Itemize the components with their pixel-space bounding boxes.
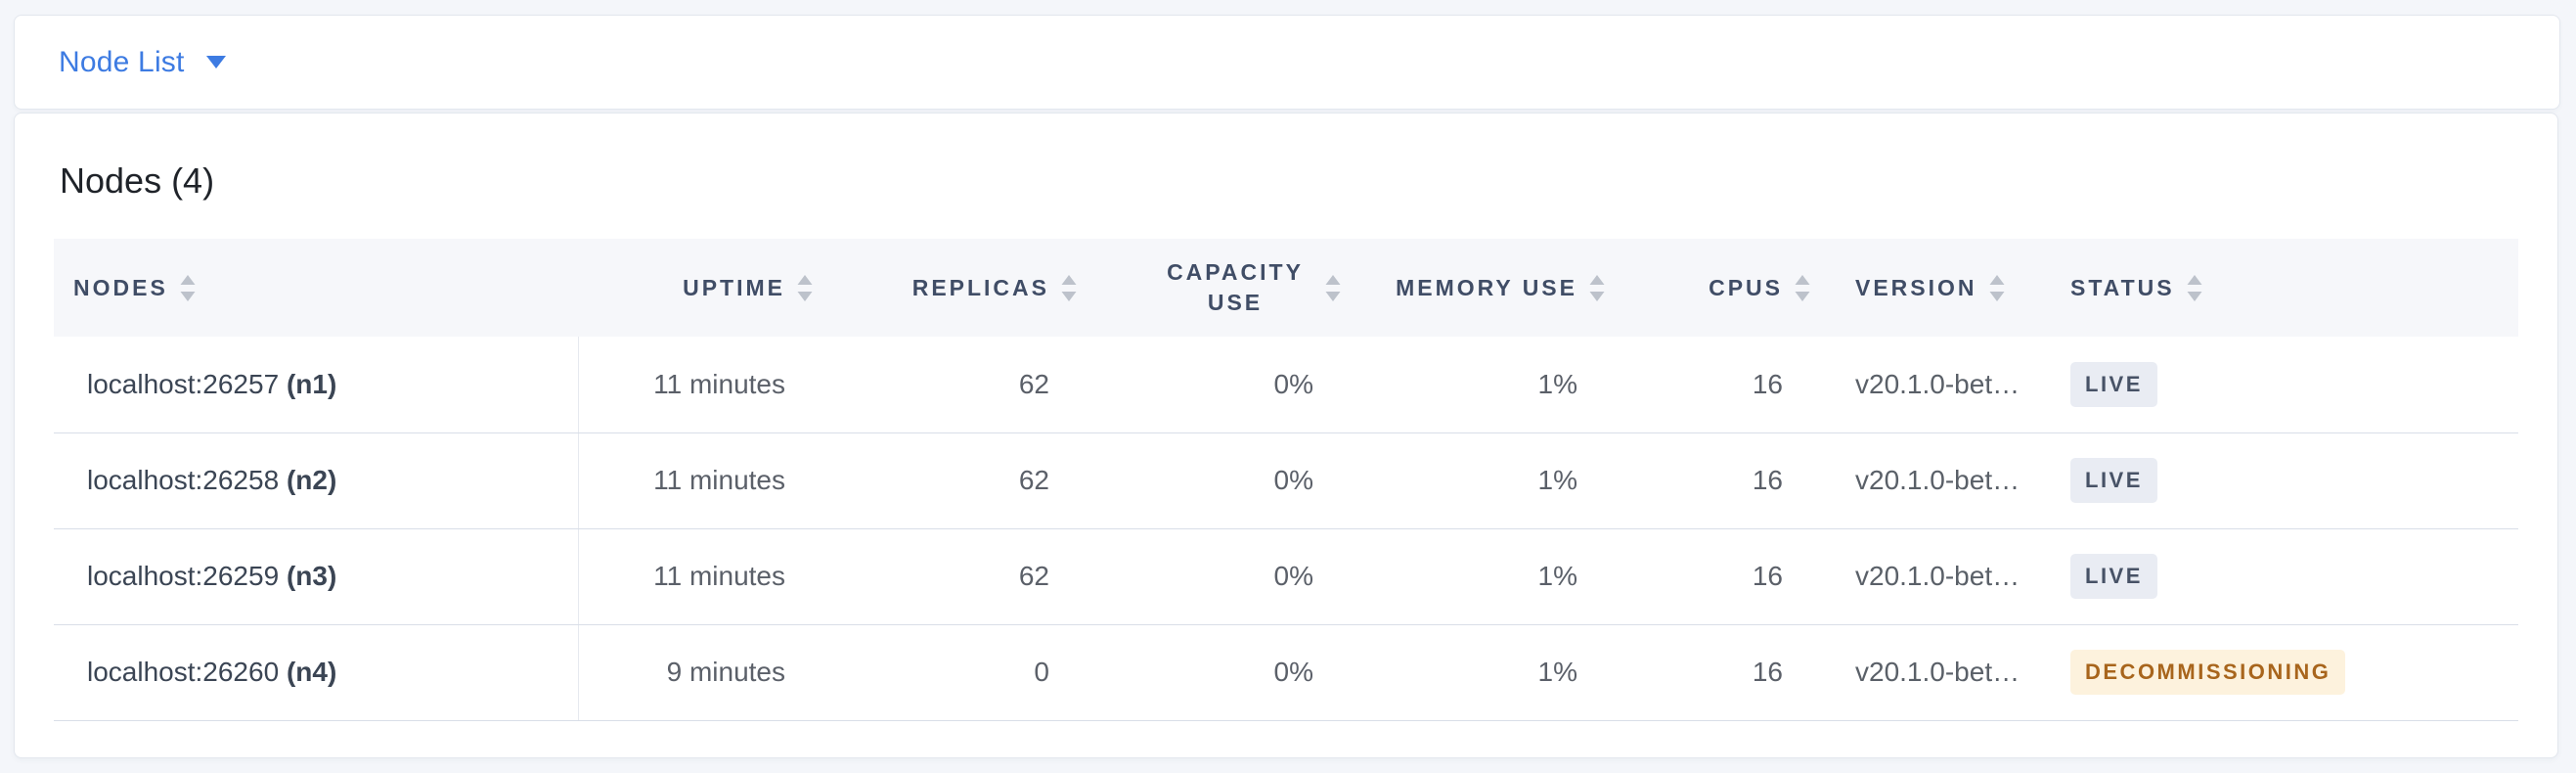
capacity-use-cell: 0% bbox=[1077, 624, 1341, 721]
node-address-cell: localhost:26259 (n3) bbox=[54, 528, 579, 625]
memory-use-cell: 1% bbox=[1341, 337, 1605, 433]
cpus-cell: 16 bbox=[1605, 432, 1810, 529]
status-badge: LIVE bbox=[2070, 554, 2157, 599]
table-header-row: Nodes Uptime Replicas bbox=[54, 239, 2518, 337]
replicas-cell: 62 bbox=[813, 528, 1077, 625]
column-header-memory-use[interactable]: Memory Use bbox=[1341, 239, 1605, 337]
nodes-summary-card: Nodes (4) Nodes Uptime bbox=[14, 113, 2558, 758]
status-cell: LIVE bbox=[2055, 432, 2518, 529]
sort-icon bbox=[1795, 274, 1810, 301]
node-address: localhost:26259 bbox=[87, 561, 280, 591]
uptime-cell: 11 minutes bbox=[578, 432, 813, 529]
status-badge: LIVE bbox=[2070, 458, 2157, 503]
node-id: (n2) bbox=[286, 465, 337, 495]
sort-icon bbox=[1325, 274, 1341, 301]
version-cell: v20.1.0-bet… bbox=[1810, 337, 2055, 433]
capacity-use-cell: 0% bbox=[1077, 528, 1341, 625]
table-body: localhost:26257 (n1) 11 minutes 62 0% 1%… bbox=[54, 337, 2518, 721]
version-cell: v20.1.0-bet… bbox=[1810, 624, 2055, 721]
column-label: Version bbox=[1855, 274, 1977, 300]
node-address: localhost:26257 bbox=[87, 368, 280, 399]
node-list-dropdown-label[interactable]: Node List bbox=[59, 45, 185, 78]
column-header-version[interactable]: Version bbox=[1810, 239, 2055, 337]
column-header-status[interactable]: Status bbox=[2055, 239, 2518, 337]
node-id: (n3) bbox=[286, 561, 337, 591]
sort-icon bbox=[797, 274, 813, 301]
column-header-cpus[interactable]: CPUs bbox=[1605, 239, 1810, 337]
sort-icon bbox=[1061, 274, 1077, 301]
column-label: Uptime bbox=[683, 274, 785, 300]
table-header: Nodes Uptime Replicas bbox=[54, 239, 2518, 337]
table-row: localhost:26259 (n3) 11 minutes 62 0% 1%… bbox=[54, 528, 2518, 625]
table-row: localhost:26258 (n2) 11 minutes 62 0% 1%… bbox=[54, 432, 2518, 529]
replicas-cell: 62 bbox=[813, 432, 1077, 529]
status-badge: LIVE bbox=[2070, 361, 2157, 407]
column-label: Status bbox=[2070, 274, 2175, 300]
version-cell: v20.1.0-bet… bbox=[1810, 528, 2055, 625]
node-id: (n1) bbox=[286, 368, 337, 399]
version-cell: v20.1.0-bet… bbox=[1810, 432, 2055, 529]
node-address-cell: localhost:26257 (n1) bbox=[54, 337, 579, 433]
uptime-cell: 11 minutes bbox=[578, 337, 813, 433]
column-label: Memory Use bbox=[1396, 274, 1577, 300]
column-header-capacity-use[interactable]: Capacity Use bbox=[1077, 239, 1341, 337]
cpus-cell: 16 bbox=[1605, 337, 1810, 433]
table-row: localhost:26260 (n4) 9 minutes 0 0% 1% 1… bbox=[54, 624, 2518, 721]
node-id: (n4) bbox=[286, 657, 337, 687]
node-address: localhost:26258 bbox=[87, 465, 280, 495]
cpus-cell: 16 bbox=[1605, 624, 1810, 721]
replicas-cell: 0 bbox=[813, 624, 1077, 721]
capacity-use-cell: 0% bbox=[1077, 337, 1341, 433]
sort-icon bbox=[1989, 274, 2005, 301]
sort-icon bbox=[1589, 274, 1605, 301]
capacity-use-cell: 0% bbox=[1077, 432, 1341, 529]
replicas-cell: 62 bbox=[813, 337, 1077, 433]
caret-down-icon bbox=[205, 56, 226, 68]
sort-icon bbox=[180, 274, 196, 301]
node-address-cell: localhost:26258 (n2) bbox=[54, 432, 579, 529]
page-title: Nodes (4) bbox=[60, 160, 215, 201]
column-header-uptime[interactable]: Uptime bbox=[578, 239, 813, 337]
view-selector-bar: Node List bbox=[14, 15, 2560, 110]
node-address-cell: localhost:26260 (n4) bbox=[54, 624, 579, 721]
status-badge: DECOMMISSIONING bbox=[2070, 650, 2346, 695]
memory-use-cell: 1% bbox=[1341, 528, 1605, 625]
cpus-cell: 16 bbox=[1605, 528, 1810, 625]
node-address: localhost:26260 bbox=[87, 657, 280, 687]
table-row: localhost:26257 (n1) 11 minutes 62 0% 1%… bbox=[54, 337, 2518, 433]
column-label: CPUs bbox=[1709, 274, 1783, 300]
memory-use-cell: 1% bbox=[1341, 432, 1605, 529]
status-cell: DECOMMISSIONING bbox=[2055, 624, 2518, 721]
sort-icon bbox=[2187, 274, 2202, 301]
status-cell: LIVE bbox=[2055, 528, 2518, 625]
status-cell: LIVE bbox=[2055, 337, 2518, 433]
memory-use-cell: 1% bbox=[1341, 624, 1605, 721]
uptime-cell: 9 minutes bbox=[578, 624, 813, 721]
node-list-dropdown[interactable]: Node List bbox=[59, 46, 226, 79]
uptime-cell: 11 minutes bbox=[578, 528, 813, 625]
column-header-replicas[interactable]: Replicas bbox=[813, 239, 1077, 337]
column-header-nodes[interactable]: Nodes bbox=[54, 239, 578, 337]
column-label: Replicas bbox=[911, 274, 1049, 300]
column-label: Nodes bbox=[73, 274, 168, 300]
column-label: Capacity Use bbox=[1167, 258, 1304, 315]
nodes-table: Nodes Uptime Replicas bbox=[54, 239, 2518, 721]
